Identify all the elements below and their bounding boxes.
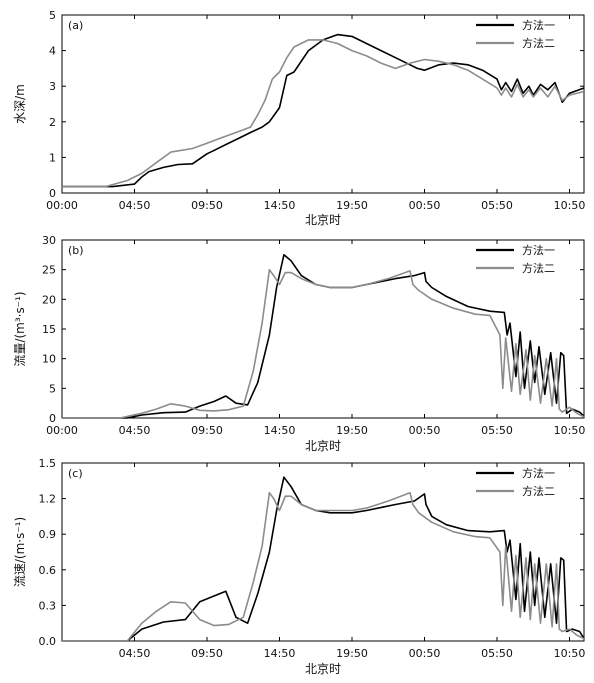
panel-label: (a) [68,19,83,32]
y-tick-label: 20 [42,293,56,306]
x-tick-label: 09:50 [191,647,223,660]
x-tick-label: 00:50 [409,647,441,660]
x-tick-label: 19:50 [336,199,368,212]
x-tick-label: 00:50 [409,199,441,212]
x-tick-label: 19:50 [336,424,368,437]
legend-label-method2: 方法二 [522,36,555,50]
series-line-method1 [62,33,585,188]
y-tick-label: 25 [42,264,56,277]
x-tick-label: 05:50 [481,424,513,437]
y-tick-label: 3 [49,80,56,93]
y-axis-title: 水深/m [13,84,27,124]
series-line-method2 [62,268,585,419]
y-tick-label: 0 [49,187,56,200]
legend-label-method2: 方法二 [522,484,555,498]
y-tick-label: 0.3 [39,599,57,612]
plot-frame [61,14,585,194]
y-tick-label: 0.0 [39,635,57,648]
panel-label: (c) [68,467,83,480]
x-tick-label: 10:50 [554,647,586,660]
y-tick-label: 5 [49,382,56,395]
legend-label-method1: 方法一 [522,466,555,480]
y-tick-label: 15 [42,323,56,336]
y-tick-label: 4 [49,45,56,58]
y-axis-title: 流速/(m·s⁻¹) [13,517,27,587]
x-tick-label: 00:00 [46,424,78,437]
x-tick-label: 10:50 [554,199,586,212]
x-tick-label: 14:50 [264,424,296,437]
y-tick-label: 0 [49,412,56,425]
plot-frame [61,462,585,642]
chart-panel-c: 04:50 09:50 14:50 19:50 00:50 05:50 10:50 0.0 0.… [13,457,585,676]
chart-panel-b: 00:00 04:50 09:50 14:50 19:50 00:50 05:50 10:50… [13,234,585,453]
series-line-method2 [62,39,585,188]
legend-label-method1: 方法一 [522,243,555,257]
chart-panel-a: 00:00 04:50 09:50 14:50 19:50 00:50 05:50 10:50… [13,9,585,227]
x-tick-label: 04:50 [119,424,151,437]
x-tick-label: 14:50 [264,647,296,660]
x-tick-label: 14:50 [264,199,296,212]
legend-label-method1: 方法一 [522,18,555,32]
x-tick-label: 10:50 [554,424,586,437]
panel-label: (b) [68,244,84,257]
x-tick-label: 09:50 [191,424,223,437]
x-axis-title: 北京时 [305,439,341,453]
y-tick-label: 30 [42,234,56,247]
series-line-method1 [62,476,585,642]
y-tick-label: 2 [49,116,56,129]
y-tick-label: 5 [49,9,56,22]
x-tick-label: 09:50 [191,199,223,212]
legend-label-method2: 方法二 [522,261,555,275]
y-axis-title: 流量/(m³·s⁻¹) [13,291,27,366]
x-tick-label: 04:50 [119,199,151,212]
y-tick-label: 0.9 [39,528,57,541]
x-tick-label: 00:00 [46,199,78,212]
x-tick-label: 04:50 [119,647,151,660]
series-line-method1 [62,254,585,419]
x-tick-label: 05:50 [481,647,513,660]
y-tick-label: 1.2 [39,493,57,506]
x-tick-label: 05:50 [481,199,513,212]
y-tick-label: 0.6 [39,564,57,577]
x-axis-title: 北京时 [305,662,341,676]
series-line-method2 [62,491,585,642]
y-tick-label: 1.5 [39,457,57,470]
y-tick-label: 1 [49,151,56,164]
x-tick-label: 19:50 [336,647,368,660]
y-tick-label: 10 [42,353,56,366]
x-tick-label: 00:50 [409,424,441,437]
x-axis-title: 北京时 [305,213,341,227]
